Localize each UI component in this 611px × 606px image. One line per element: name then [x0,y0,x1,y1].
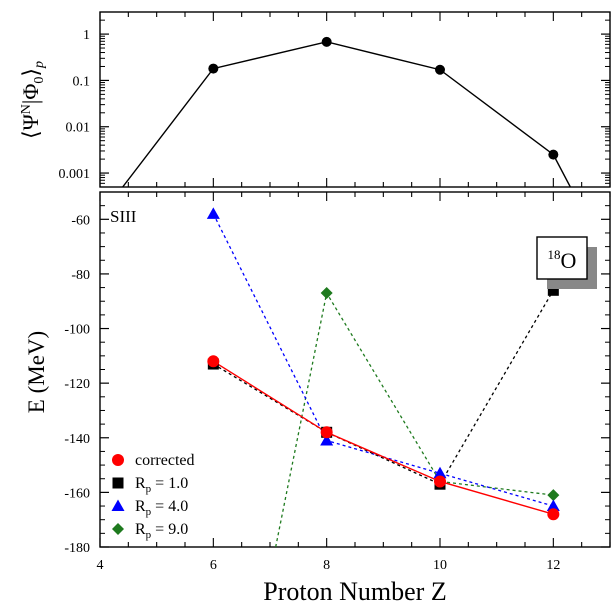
amplitude-point [208,63,219,74]
top-y-ticks: 1 0.1 0.01 0.001 [59,19,610,184]
series-1-point [547,284,559,296]
series-line-0 [212,360,554,515]
x-tick-label: 6 [210,558,217,573]
legend-label-3: Rp = 9.0 [135,521,188,541]
legend-label-0: corrected [135,452,195,469]
x-axis-title: Proton Number Z [263,577,446,606]
legend-label-main: R [135,521,146,538]
top-y-tick-label: 0.01 [66,121,91,136]
top-plot-frame [99,11,611,188]
nucleus-box: 18O [536,236,597,289]
annotation-label: SIII [110,207,137,226]
nucleus-label: 18O [548,247,577,273]
series-3-point [320,287,333,300]
bottom-y-tick-label: -140 [64,432,90,447]
legend-marker-0 [112,454,124,466]
amplitude-point [435,64,445,75]
series-0-point [434,475,446,488]
bottom-y-tick-label: -60 [71,213,90,228]
legend-label-2: Rp = 4.0 [135,498,188,518]
legend-label-rest: = 9.0 [151,521,188,538]
series-2-point [320,434,334,446]
x-tick-label: 4 [97,558,104,573]
energy-panel: -60 -80 -100 -120 -140 -160 -180 4 6 8 10 12 SIII 1… [24,191,611,606]
legend-label-rest: = 4.0 [151,498,188,515]
bottom-y-tick-label: -120 [64,377,90,392]
amplitude-line [122,41,571,187]
series-0-point [320,426,333,439]
legend-marker-2 [111,499,125,511]
bottom-y-tick-label: -80 [71,268,90,283]
legend-label-main: R [135,475,146,492]
legend-marker-1 [112,477,124,489]
bottom-ticks: -60 -80 -100 -120 -140 -160 -180 4 6 8 10 12 [64,191,611,573]
top-y-tick-label: 0.001 [59,167,91,182]
series-0-point [547,508,560,521]
amplitude-point [548,149,559,160]
legend-label-rest: = 1.0 [151,475,188,492]
bottom-y-tick-label: -180 [64,541,90,556]
series-2-point [206,207,220,219]
legend-label-sub: p [146,483,152,495]
nucleus-mass: 18 [548,247,561,262]
bottom-series [206,207,560,547]
top-series [122,36,571,187]
x-tick-label: 10 [433,558,447,573]
series-2-point [546,499,560,512]
top-y-tick-label: 0.1 [73,74,91,89]
x-tick-label: 8 [323,558,330,573]
nucleus-box-frame [536,236,588,280]
legend-label-sub: p [146,506,152,518]
legend-label-1: Rp = 1.0 [135,475,188,495]
bottom-y-tick-label: -160 [64,486,90,501]
amplitude-panel: 1 0.1 0.01 0.001 ⟨ΨN|Φ0⟩p [18,11,611,188]
top-y-axis-title: ⟨ΨN|Φ0⟩p [18,61,47,139]
series-0-point [207,355,220,368]
top-y-tick-label: 1 [83,28,90,43]
nucleus-symbol: O [561,248,577,273]
series-line-2 [212,213,554,507]
series-3-point [547,489,560,502]
series-line-3 [275,291,554,547]
series-line-1 [212,289,554,486]
bottom-y-tick-label: -100 [64,323,90,338]
series-2-point [433,466,447,479]
bottom-y-axis-title: E (MeV) [24,331,49,413]
top-x-ticks [99,12,611,187]
x-tick-label: 12 [546,558,560,573]
legend-marker-3 [112,523,124,535]
bottom-plot-frame [99,191,611,548]
legend-label-main: R [135,498,146,515]
legend-label-sub: p [146,529,152,541]
amplitude-point [321,36,332,47]
